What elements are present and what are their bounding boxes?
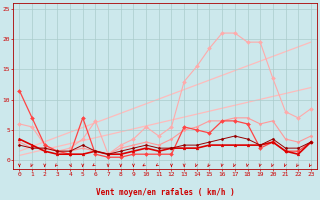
X-axis label: Vent moyen/en rafales ( km/h ): Vent moyen/en rafales ( km/h ) xyxy=(96,188,235,197)
